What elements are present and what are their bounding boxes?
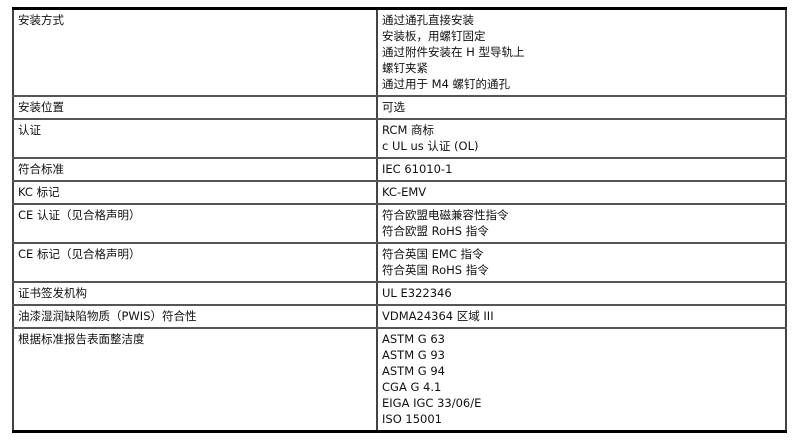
value-line: CGA G 4.1 [382,380,442,394]
property-value: 可选 [376,96,787,120]
value-line: EIGA IGC 33/06/E [382,396,482,410]
property-value: 符合欧盟电磁兼容性指令 符合欧盟 RoHS 指令 [376,204,787,244]
property-label: CE 标记（见合格声明） [12,243,378,283]
value-line: KC-EMV [382,185,427,199]
spec-table: 安装方式 通过通孔直接安装 安装板，用螺钉固定 通过附件安装在 H 型导轨上 螺钉夹紧通… [12,7,787,433]
property-label: 证书签发机构 [12,282,378,306]
property-value: 通过通孔直接安装 安装板，用螺钉固定通过附件安装在 H 型导轨上 螺钉夹紧通过用于 … [376,8,787,97]
table-row: 安装位置 可选 [12,96,787,120]
value-line: 符合欧盟 RoHS 指令 [382,224,489,238]
table-row: 符合标准 IEC 61010-1 [12,158,787,182]
value-line: ASTM G 63 [382,332,445,346]
property-value: KC-EMV [376,181,787,205]
value-line: ISO 15001 [382,412,442,426]
property-label: 油漆湿润缺陷物质（PWIS）符合性 [12,305,378,329]
value-line: IEC 61010-1 [382,162,453,176]
property-label: 认证 [12,119,378,159]
table-row: 证书签发机构 UL E322346 [12,282,787,306]
value-line: 安装板，用螺钉固定 [382,29,486,43]
value-line: ASTM G 94 [382,364,445,378]
property-label: 安装方式 [12,8,378,97]
value-line: VDMA24364 区域 III [382,309,494,323]
table-row: 安装方式 通过通孔直接安装 安装板，用螺钉固定 通过附件安装在 H 型导轨上 螺钉夹紧通… [12,8,787,97]
value-line: 螺钉夹紧 [382,61,428,75]
property-value: UL E322346 [376,282,787,306]
value-line: 可选 [382,100,405,114]
value-line: 符合英国 RoHS 指令 [382,263,489,277]
property-label: 符合标准 [12,158,378,182]
property-value: IEC 61010-1 [376,158,787,182]
value-line: ASTM G 93 [382,348,445,362]
property-value: RCM 商标 c UL us 认证 (OL) [376,119,787,159]
property-label: 根据标准报告表面整洁度 [12,328,378,433]
table-row: 认证 RCM 商标 c UL us 认证 (OL) [12,119,787,159]
property-value: ASTM G 63 ASTM G 93 ASTM G 94 CGA G 4.1 EIGA… [376,328,787,433]
table-row: 根据标准报告表面整洁度 ASTM G 63 ASTM G 93 ASTM G 94 CG… [12,328,787,433]
property-label: KC 标记 [12,181,378,205]
table-row: CE 标记（见合格声明） 符合英国 EMC 指令 符合英国 RoHS 指令 [12,243,787,283]
value-line: 通过通孔直接安装 [382,13,474,27]
property-value: 符合英国 EMC 指令 符合英国 RoHS 指令 [376,243,787,283]
table-row: CE 认证（见合格声明） 符合欧盟电磁兼容性指令 符合欧盟 RoHS 指令 [12,204,787,244]
property-label: 安装位置 [12,96,378,120]
value-line: 符合欧盟电磁兼容性指令 [382,208,509,222]
value-line: 通过用于 M4 螺钉的通孔 [382,77,511,91]
table-row: 油漆湿润缺陷物质（PWIS）符合性 VDMA24364 区域 III [12,305,787,329]
table-row: KC 标记 KC-EMV [12,181,787,205]
property-label: CE 认证（见合格声明） [12,204,378,244]
value-line: c UL us 认证 (OL) [382,139,479,153]
value-line: UL E322346 [382,286,452,300]
value-line: RCM 商标 [382,123,435,137]
value-line: 符合英国 EMC 指令 [382,247,484,261]
value-line: 通过附件安装在 H 型导轨上 [382,45,525,59]
property-value: VDMA24364 区域 III [376,305,787,329]
